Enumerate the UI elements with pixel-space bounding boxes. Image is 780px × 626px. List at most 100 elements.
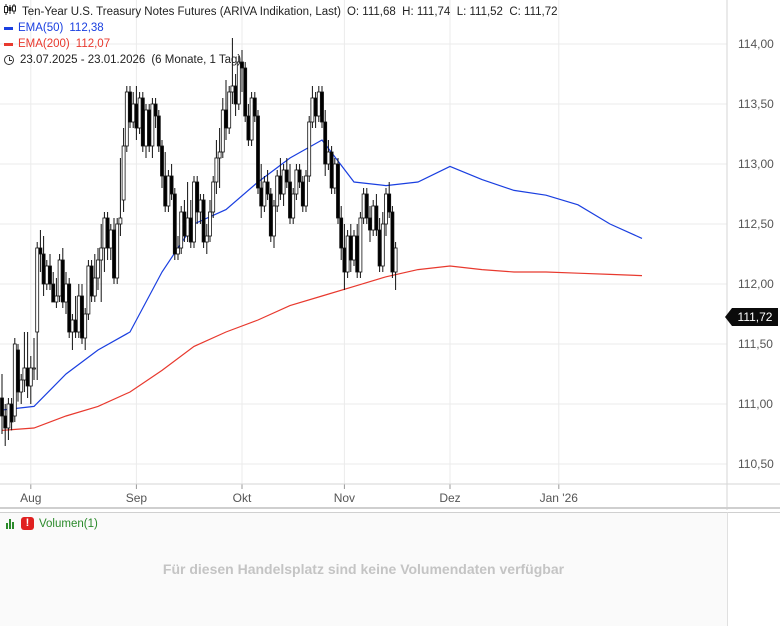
candle-down [323,121,328,165]
candle-up [262,181,267,207]
candle-up [345,235,350,273]
candle-up [83,313,88,339]
candle-down [342,247,347,273]
candle-down [80,295,84,339]
candle-down [105,217,110,249]
x-tick-label: Aug [20,491,41,505]
candle-up [371,205,376,231]
candle-up [92,277,97,297]
candle-down [339,217,344,249]
candle-down [265,181,270,195]
volume-bars-icon [6,518,15,529]
candle-up [208,211,212,237]
candle-down [320,91,324,123]
chart-canvas: 110,50 111,00 111,50 112,00 112,50 113,00 113,… [0,0,780,510]
candle-up [64,283,68,303]
ema50-line [1,139,643,411]
x-tick-label: Jan '26 [540,491,579,505]
y-tick-label: 111,00 [738,397,773,411]
candle-up [54,295,59,303]
candle-up [307,121,312,177]
candle-down [233,85,238,105]
candle-up [166,175,171,207]
candle-down [355,235,360,273]
candle-up [99,247,104,261]
candle-up [332,163,337,189]
candle-up [44,265,49,285]
candle-up [35,247,40,333]
candle-down [48,265,52,285]
y-tick-label: 113,50 [738,97,774,111]
ema50-value: 112,38 [69,22,104,34]
candle-down [224,109,228,129]
candle-up [310,97,315,123]
ema50-swatch [4,26,13,30]
candle-down [67,283,72,333]
candle-up [19,379,24,393]
candle-up [211,181,216,213]
legend-title-row: Ten-Year U.S. Treasury Notes Futures (AR… [4,4,564,20]
candle-down [259,187,264,207]
candle-up [249,97,254,141]
legend-ema200-row[interactable]: EMA(200) 112,07 [4,36,564,52]
y-tick-label: 111,50 [738,337,773,351]
candle-up [352,235,356,261]
candlestick-icon [4,4,16,20]
candle-up [137,97,142,129]
candle-up [86,265,91,315]
candle-down [51,283,56,303]
candle-up [217,151,222,159]
candle-down [73,319,78,333]
candle-up [96,259,100,279]
candle-up [176,247,180,255]
current-price-tag: 111,72 [725,308,778,326]
candle-down [25,367,30,387]
volume-legend[interactable]: ! Volumen(1) [6,517,98,530]
candle-up [204,235,209,243]
candle-down [374,205,379,231]
candle-down [163,175,168,207]
candle-up [102,217,107,249]
chart-legend: Ten-Year U.S. Treasury Notes Futures (AR… [4,4,564,68]
candle-up [380,223,385,267]
legend-range-row: 23.07.2025 - 23.01.2026 (6 Monate, 1 Tag… [4,52,564,68]
candle-down [268,193,273,237]
candle-up [179,211,184,249]
candle-up [118,217,123,225]
y-tick-label: 114,00 [738,37,774,51]
candle-up [291,193,296,219]
candle-down [201,199,206,243]
candle-down [156,115,161,147]
candle-down [278,175,283,195]
candle-up [121,145,126,201]
candle-up [358,217,363,273]
candle-up [214,157,219,183]
candle-up [144,109,148,147]
price-chart[interactable]: 110,50 111,00 111,50 112,00 112,50 113,00 113,… [0,0,780,510]
candle-up [115,223,120,279]
x-tick-label: Okt [233,491,252,505]
candle-down [112,229,116,279]
candle-up [326,151,331,165]
candle-down [169,175,174,195]
candle-up [198,199,203,213]
candle-down [313,97,318,117]
candle-up [150,103,155,147]
candle-down [288,181,292,219]
warning-icon: ! [21,517,34,530]
candle-down [140,97,145,147]
candle-down [387,193,392,213]
candle-down [377,229,382,267]
candle-up [124,91,129,147]
candle-down [348,235,353,261]
legend-ema50-row[interactable]: EMA(50) 112,38 [4,20,564,36]
candle-up [393,247,398,273]
candle-down [160,145,164,177]
candle-up [316,91,321,117]
candle-up [185,217,190,237]
ema200-swatch [4,42,13,46]
candle-up [236,61,241,105]
y-tick-label: 110,50 [738,457,774,471]
candle-up [22,367,27,381]
candle-down [89,265,94,297]
